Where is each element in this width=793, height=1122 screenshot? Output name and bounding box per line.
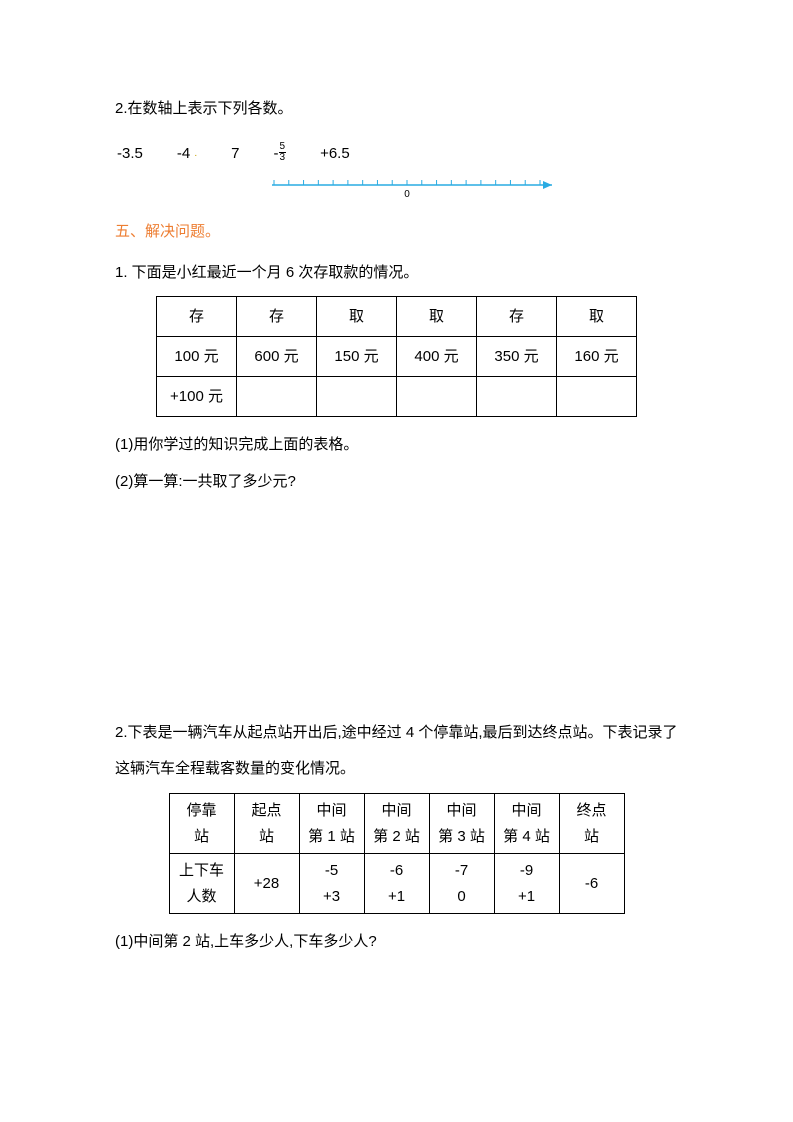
table-cell: -6: [559, 854, 624, 914]
blank-space: [115, 505, 678, 715]
table-cell: 中间第 3 站: [429, 794, 494, 854]
table-cell: 150 元: [317, 337, 397, 377]
table-cell: 取: [397, 297, 477, 337]
table-cell: [397, 377, 477, 417]
num-5: +6.5: [320, 140, 350, 167]
p1-intro: 1. 下面是小红最近一个月 6 次存取款的情况。: [115, 259, 678, 286]
num-4: -53: [274, 140, 287, 167]
p1-q1: (1)用你学过的知识完成上面的表格。: [115, 431, 678, 458]
table-cell: 160 元: [557, 337, 637, 377]
table-cell: 终点站: [559, 794, 624, 854]
table-cell: 停靠站: [169, 794, 234, 854]
table-cell: 起点站: [234, 794, 299, 854]
p2-table: 停靠站 起点站 中间第 1 站 中间第 2 站 中间第 3 站 中间第 4 站 …: [169, 793, 625, 914]
p1-q2: (2)算一算:一共取了多少元?: [115, 468, 678, 495]
table-cell: +100 元: [157, 377, 237, 417]
table-cell: -70: [429, 854, 494, 914]
q2-numbers: -3.5 -4 . 7 -53 +6.5: [115, 140, 678, 167]
table-cell: 中间第 2 站: [364, 794, 429, 854]
table-cell: 中间第 4 站: [494, 794, 559, 854]
table-cell: 存: [477, 297, 557, 337]
p2-q1: (1)中间第 2 站,上车多少人,下车多少人?: [115, 928, 678, 955]
table-cell: -6+1: [364, 854, 429, 914]
table-cell: 存: [157, 297, 237, 337]
num-1: -3.5: [117, 140, 143, 167]
table-cell: -9+1: [494, 854, 559, 914]
table-cell: 上下车人数: [169, 854, 234, 914]
p1-table: 存存取取存取 100 元600 元150 元400 元350 元160 元 +1…: [156, 296, 637, 417]
section-5-heading: 五、解决问题。: [115, 218, 678, 245]
table-cell: 存: [237, 297, 317, 337]
q2-title: 2.在数轴上表示下列各数。: [115, 95, 678, 122]
num-2: -4 .: [177, 140, 197, 167]
svg-text:0: 0: [404, 189, 410, 200]
table-cell: +28: [234, 854, 299, 914]
table-cell: 400 元: [397, 337, 477, 377]
table-cell: 取: [317, 297, 397, 337]
table-cell: 取: [557, 297, 637, 337]
number-line: 0: [270, 177, 560, 210]
table-cell: 100 元: [157, 337, 237, 377]
table-cell: -5+3: [299, 854, 364, 914]
table-cell: 600 元: [237, 337, 317, 377]
table-cell: [237, 377, 317, 417]
table-cell: [477, 377, 557, 417]
p2-intro: 2.下表是一辆汽车从起点站开出后,途中经过 4 个停靠站,最后到达终点站。下表记…: [115, 715, 678, 787]
table-cell: 中间第 1 站: [299, 794, 364, 854]
num-3: 7: [231, 140, 239, 167]
table-cell: [317, 377, 397, 417]
table-cell: 350 元: [477, 337, 557, 377]
table-cell: [557, 377, 637, 417]
